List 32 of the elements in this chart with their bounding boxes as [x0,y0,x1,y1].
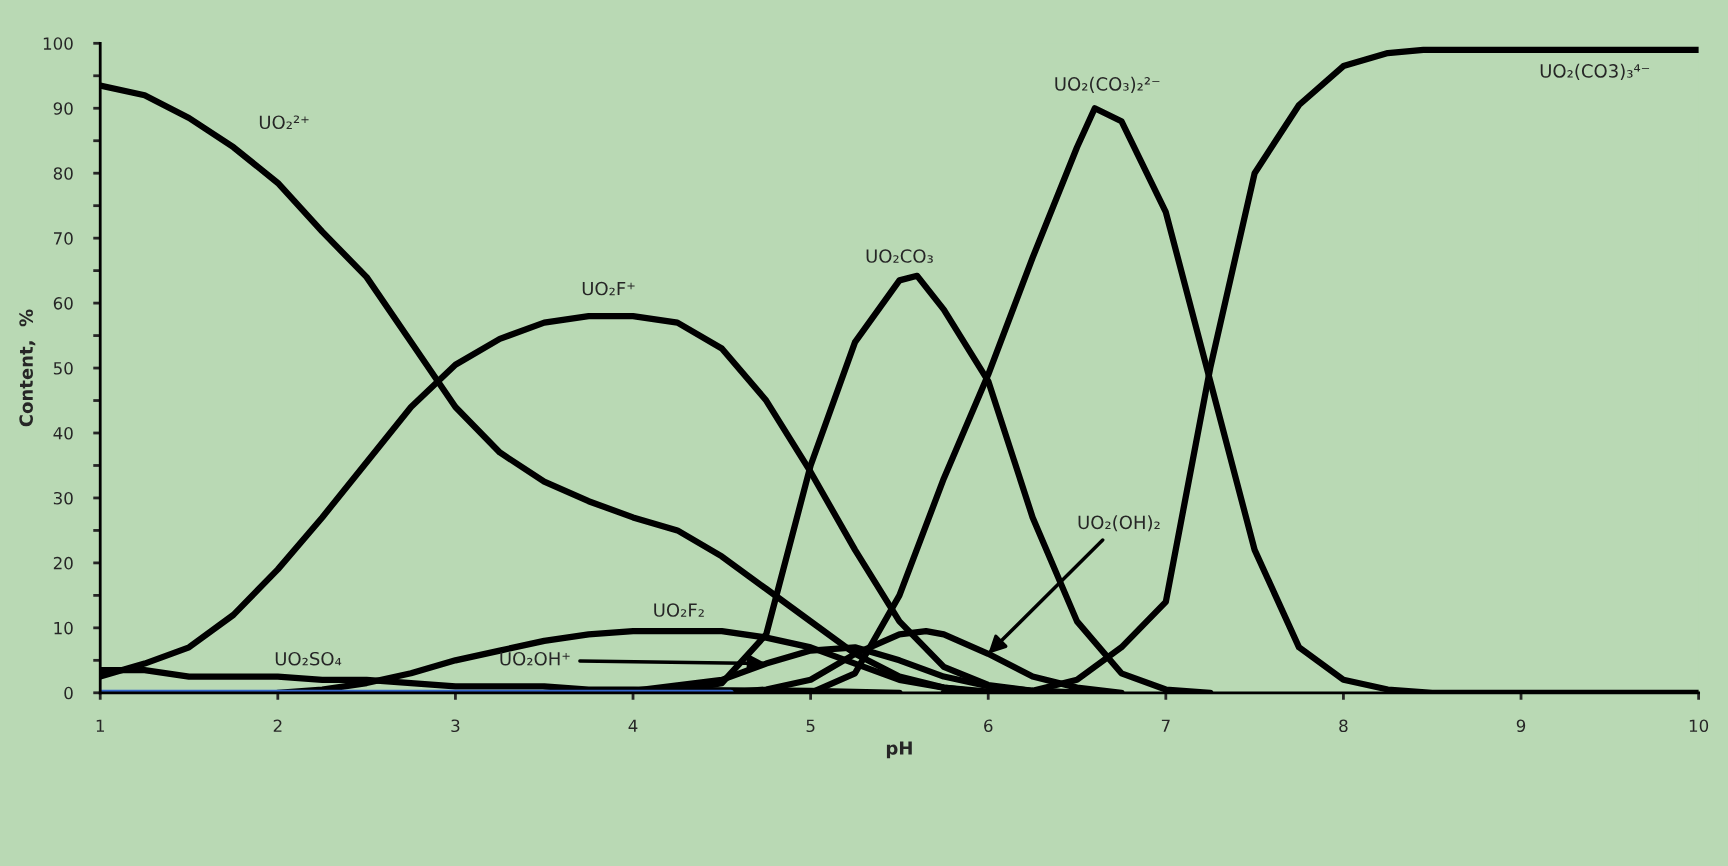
annotation: UO₂²⁺ [259,115,309,130]
x-tick-label: 2 [273,719,282,732]
annotation: UO₂(OH)₂ [1078,515,1160,532]
annotation: UO₂F⁺ [582,281,635,296]
y-axis-title: Content, % [19,309,36,427]
y-tick-label: 10 [54,621,73,635]
x-tick-label: 4 [628,719,638,732]
annotation: UO₂(CO3)₃⁴⁻ [1540,63,1650,80]
y-tick-label: 30 [53,491,73,505]
x-tick-label: 10 [1689,719,1709,733]
x-tick-label: 8 [1339,719,1348,733]
annotation: UO₂CO₃ [866,249,933,263]
y-tick-label: 40 [53,426,73,440]
y-tick-label: 100 [43,37,73,50]
annotation: UO₂OH⁺ [500,651,570,666]
x-axis-title: pH [886,741,912,759]
y-tick-label: 50 [53,362,73,375]
y-tick-label: 0 [64,686,73,700]
x-tick-label: 9 [1516,719,1526,733]
y-tick-label: 60 [53,297,73,310]
x-tick-label: 6 [984,719,993,733]
x-tick-label: 1 [96,719,104,732]
y-tick-label: 90 [53,102,73,115]
x-tick-label: 7 [1161,719,1170,732]
annotation: UO₂SO₄ [275,651,342,666]
annotation: UO₂(CO₃)₂²⁻ [1055,76,1160,93]
annotation: UO₂F₂ [654,603,704,617]
y-tick-label: 80 [53,167,73,180]
x-tick-label: 5 [806,719,815,733]
x-tick-label: 3 [451,719,460,733]
y-tick-label: 70 [53,232,73,245]
y-tick-label: 20 [53,556,73,570]
